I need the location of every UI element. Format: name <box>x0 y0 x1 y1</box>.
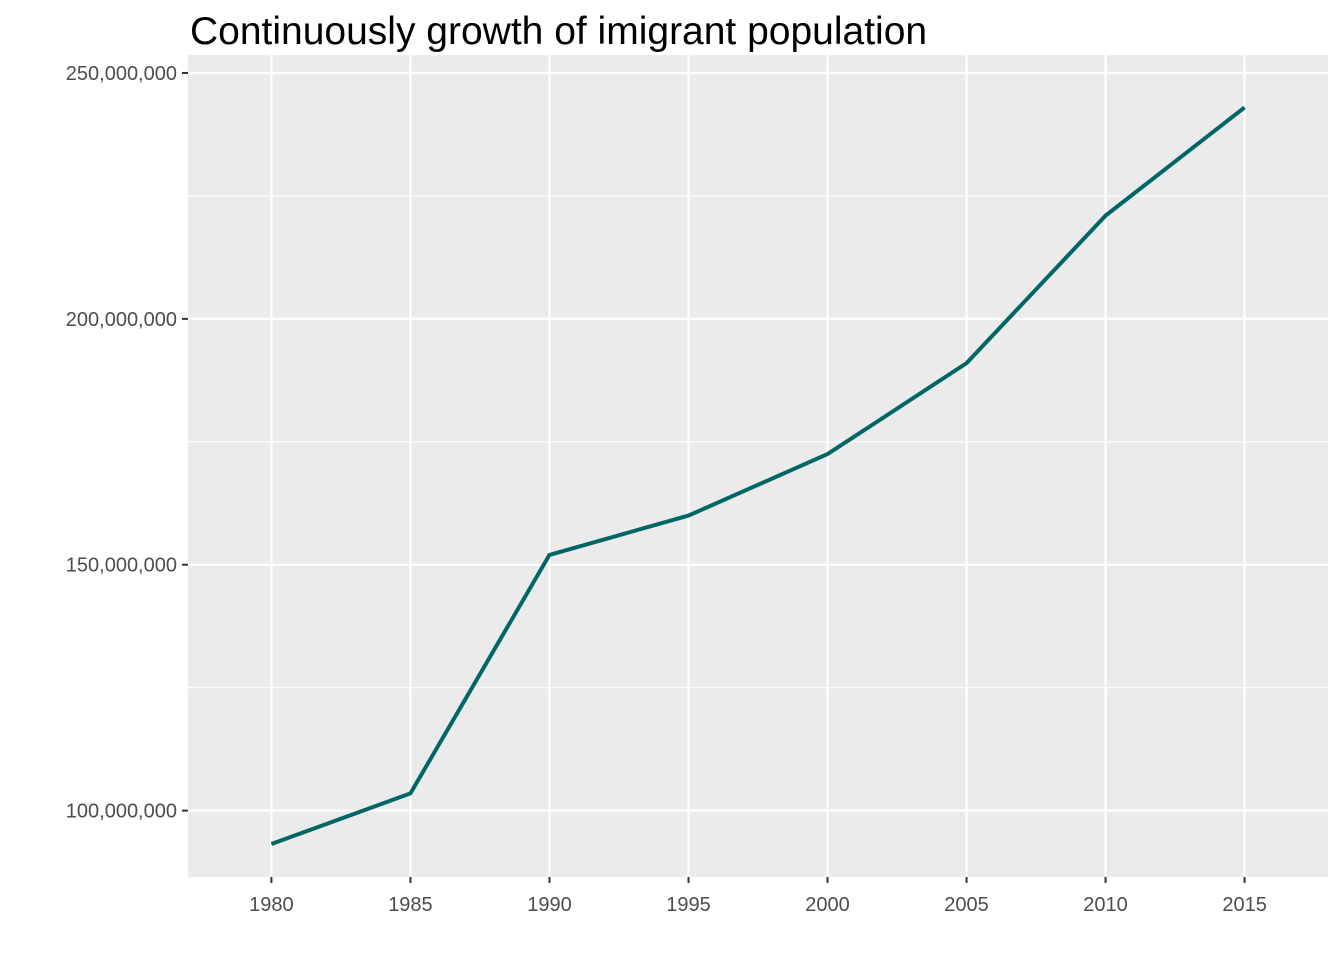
data-point <box>1104 214 1108 218</box>
x-tick-label: 2010 <box>1083 894 1128 916</box>
x-tick-label: 1995 <box>666 894 711 916</box>
x-tick-label: 1990 <box>527 894 572 916</box>
x-tick-label: 2000 <box>805 894 850 916</box>
y-tick-label: 200,000,000 <box>66 309 177 331</box>
data-point <box>965 361 969 365</box>
x-tick-label: 1980 <box>249 894 294 916</box>
data-point <box>408 791 412 795</box>
series-line-0 <box>270 105 1246 846</box>
x-tick-label: 2005 <box>944 894 989 916</box>
data-point <box>547 553 551 557</box>
plot-panel <box>188 55 1328 877</box>
x-tick-label: 1985 <box>388 894 433 916</box>
y-tick-label: 100,000,000 <box>66 801 177 823</box>
y-tick-label: 250,000,000 <box>66 63 177 85</box>
data-point <box>826 452 830 456</box>
chart-title: Continuously growth of imigrant populati… <box>190 10 928 53</box>
data-point <box>269 842 273 846</box>
x-tick-label: 2015 <box>1222 894 1267 916</box>
data-point <box>1243 105 1247 109</box>
data-point <box>686 514 690 518</box>
y-tick-label: 150,000,000 <box>66 555 177 577</box>
